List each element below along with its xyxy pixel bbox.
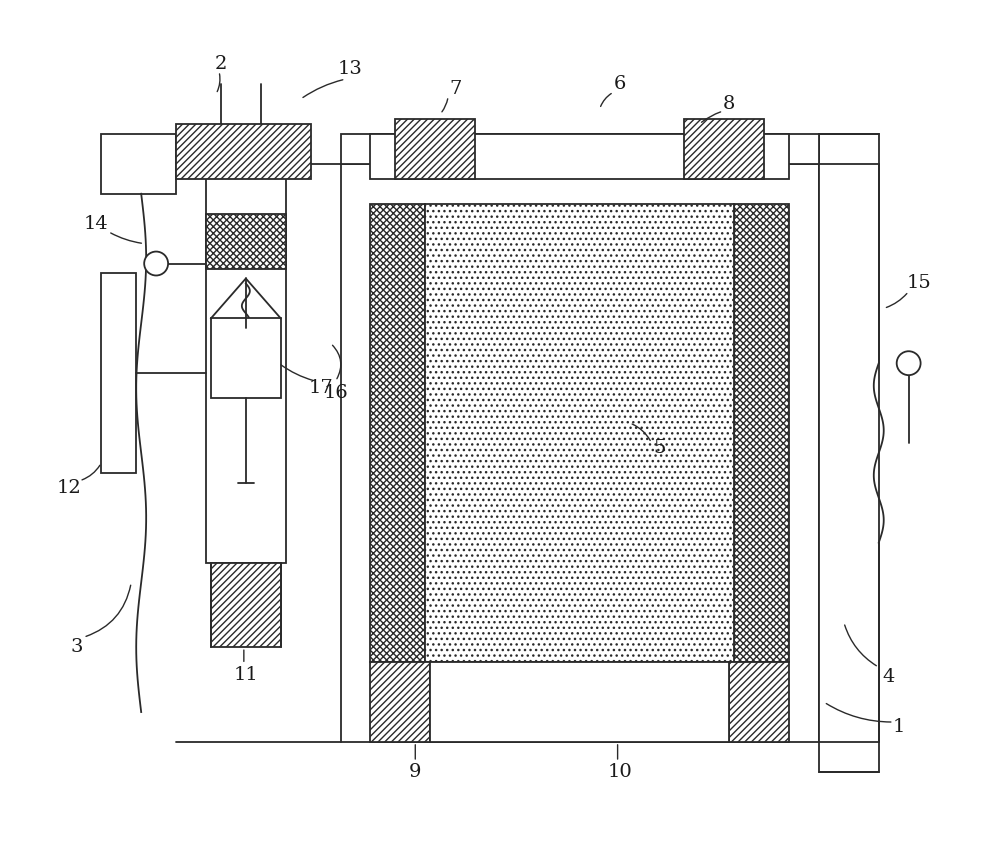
Bar	[211, 319, 281, 398]
Text: 2: 2	[215, 55, 227, 73]
Text: 8: 8	[723, 95, 735, 113]
Text: 3: 3	[70, 638, 83, 656]
Bar	[425, 204, 734, 663]
Bar	[341, 164, 819, 742]
Bar	[211, 562, 281, 647]
Bar	[430, 663, 729, 742]
Bar	[176, 124, 311, 179]
Bar	[734, 204, 789, 663]
Bar	[370, 663, 430, 742]
Bar	[101, 273, 136, 473]
Text: 15: 15	[906, 275, 931, 293]
Text: 14: 14	[84, 215, 109, 233]
Text: 5: 5	[653, 439, 666, 457]
Text: 6: 6	[613, 75, 626, 93]
Circle shape	[144, 251, 168, 276]
Bar	[684, 119, 764, 179]
Text: 1: 1	[892, 718, 905, 736]
Bar	[819, 134, 879, 772]
Text: 17: 17	[308, 379, 333, 397]
Text: 11: 11	[233, 666, 258, 685]
Polygon shape	[211, 278, 281, 319]
Text: 16: 16	[323, 384, 348, 402]
Text: 4: 4	[883, 668, 895, 686]
Bar	[101, 134, 176, 194]
Bar	[206, 144, 286, 562]
Text: 12: 12	[57, 479, 82, 497]
Bar	[370, 204, 425, 663]
Circle shape	[897, 352, 921, 375]
Bar	[341, 134, 819, 164]
Bar	[206, 213, 286, 269]
Bar	[395, 119, 475, 179]
Bar	[370, 134, 789, 179]
Text: 7: 7	[449, 80, 461, 98]
Text: 13: 13	[338, 60, 363, 78]
Bar	[729, 663, 789, 742]
Text: 10: 10	[607, 763, 632, 781]
Text: 9: 9	[409, 763, 422, 781]
